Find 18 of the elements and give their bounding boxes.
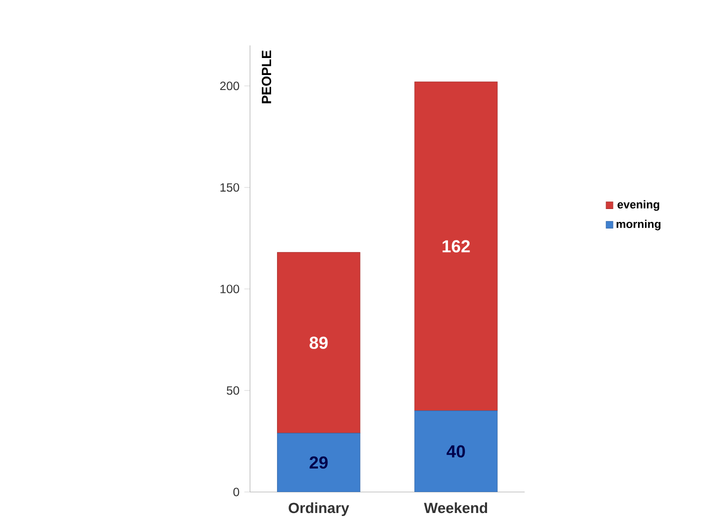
data-label: 162 (442, 240, 470, 252)
y-tick-label: 50 (226, 386, 240, 395)
bar (277, 432, 360, 492)
bar (277, 252, 360, 434)
legend-label: morning (616, 220, 660, 230)
y-tick-label: 150 (220, 183, 240, 192)
data-label: 40 (446, 445, 465, 458)
y-tick-label: 100 (220, 284, 240, 294)
x-tick-label: Weekend (424, 502, 488, 514)
bar (414, 410, 498, 492)
y-tick-label: 0 (233, 488, 240, 496)
y-axis-title: PEOPLE (262, 50, 272, 104)
data-label: 29 (310, 456, 328, 469)
bar (414, 82, 498, 412)
x-tick-label: Ordinary (288, 502, 350, 516)
legend-label: evening (618, 200, 660, 211)
data-label: 89 (310, 336, 328, 349)
y-tick-label: 200 (220, 82, 240, 90)
